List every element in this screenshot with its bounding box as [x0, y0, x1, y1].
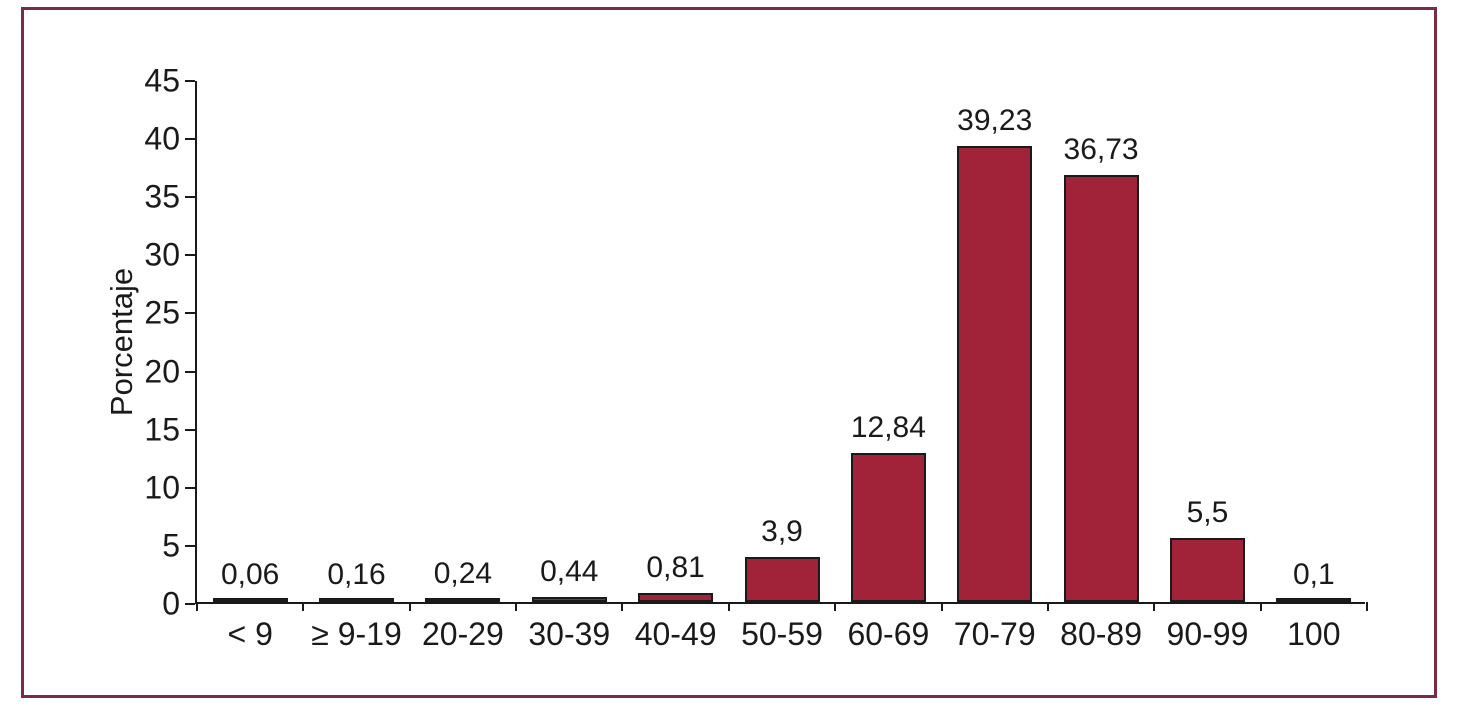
- bar-value-label: 12,84: [850, 410, 926, 444]
- x-axis-tick: [940, 602, 943, 611]
- y-axis-tick: [185, 486, 195, 489]
- x-axis-category-label: 70-79: [953, 616, 1036, 652]
- y-axis-tick-label: 20: [144, 353, 180, 390]
- x-axis-category-label: 100: [1287, 616, 1341, 652]
- y-axis-label: Porcentaje: [104, 267, 139, 416]
- y-axis-tick-label: 30: [144, 236, 180, 273]
- y-axis-tick: [185, 196, 195, 199]
- y-axis-tick-label: 10: [144, 469, 180, 506]
- bar: [319, 598, 395, 602]
- y-axis-tick-label: 25: [144, 294, 180, 331]
- chart-frame: Porcentaje 0 5 10 15 20 25 30 35 40 45 0,06 < 9 0,16…: [21, 7, 1437, 698]
- x-axis-tick: [302, 602, 305, 611]
- x-axis-category-label: < 9: [227, 616, 273, 652]
- bar-value-label: 0,06: [220, 557, 280, 591]
- x-axis-category-label: 90-99: [1166, 616, 1249, 652]
- x-axis-category-label: ≥ 9-19: [311, 616, 402, 652]
- bar: [1276, 598, 1352, 602]
- y-axis-tick-label: 15: [144, 411, 180, 448]
- x-axis-category-label: 20-29: [421, 616, 504, 652]
- x-axis-category-label: 60-69: [847, 616, 930, 652]
- x-axis-tick: [1259, 602, 1262, 611]
- plot-area: Porcentaje 0 5 10 15 20 25 30 35 40 45 0,06 < 9 0,16…: [104, 63, 1368, 652]
- y-axis-tick-label: 5: [162, 527, 180, 564]
- x-axis-tick: [196, 602, 198, 611]
- x-axis-tick: [1046, 602, 1049, 611]
- bar: [850, 452, 926, 602]
- x-axis-tick: [408, 602, 411, 611]
- bar-value-label: 0,16: [327, 557, 386, 591]
- bar: [638, 592, 714, 602]
- x-axis-tick: [834, 602, 837, 611]
- bar: [957, 146, 1033, 602]
- x-axis-tick: [727, 602, 730, 611]
- bar: [744, 556, 820, 602]
- bar: [1169, 538, 1245, 602]
- bar-value-label: 0,24: [433, 557, 493, 591]
- y-axis-tick: [185, 254, 195, 257]
- y-axis-tick: [185, 603, 195, 605]
- x-axis-tick: [621, 602, 624, 611]
- y-axis-tick: [185, 370, 195, 373]
- y-axis-tick-label: 45: [144, 62, 180, 99]
- y-axis-tick: [185, 312, 195, 315]
- bar: [425, 598, 501, 602]
- y-axis-tick: [185, 544, 195, 547]
- bar-value-label: 0,81: [646, 550, 705, 584]
- bar: [212, 598, 288, 602]
- bar-value-label: 0,44: [540, 554, 599, 588]
- x-axis-category-label: 50-59: [741, 616, 823, 652]
- y-axis-tick: [185, 80, 195, 82]
- y-axis-tick-label: 0: [162, 585, 180, 622]
- bar-value-label: 39,23: [957, 104, 1033, 138]
- bar-value-label: 3,9: [761, 514, 803, 548]
- bar-value-label: 5,5: [1186, 496, 1229, 530]
- y-axis-tick-label: 35: [144, 178, 180, 215]
- x-axis-category-label: 40-49: [634, 616, 717, 652]
- bar: [1063, 175, 1139, 602]
- y-axis-tick: [185, 138, 195, 141]
- x-axis-category-label: 80-89: [1060, 616, 1142, 652]
- y-axis-tick-label: 40: [144, 120, 180, 157]
- bar-value-label: 0,1: [1292, 557, 1335, 591]
- x-axis-tick: [1153, 602, 1156, 611]
- bar: [531, 596, 607, 602]
- x-axis-tick: [515, 602, 518, 611]
- bar-value-label: 36,73: [1063, 133, 1139, 167]
- x-axis-tick: [1366, 602, 1368, 611]
- x-axis-category-label: 30-39: [528, 616, 611, 652]
- y-axis-tick: [185, 428, 195, 431]
